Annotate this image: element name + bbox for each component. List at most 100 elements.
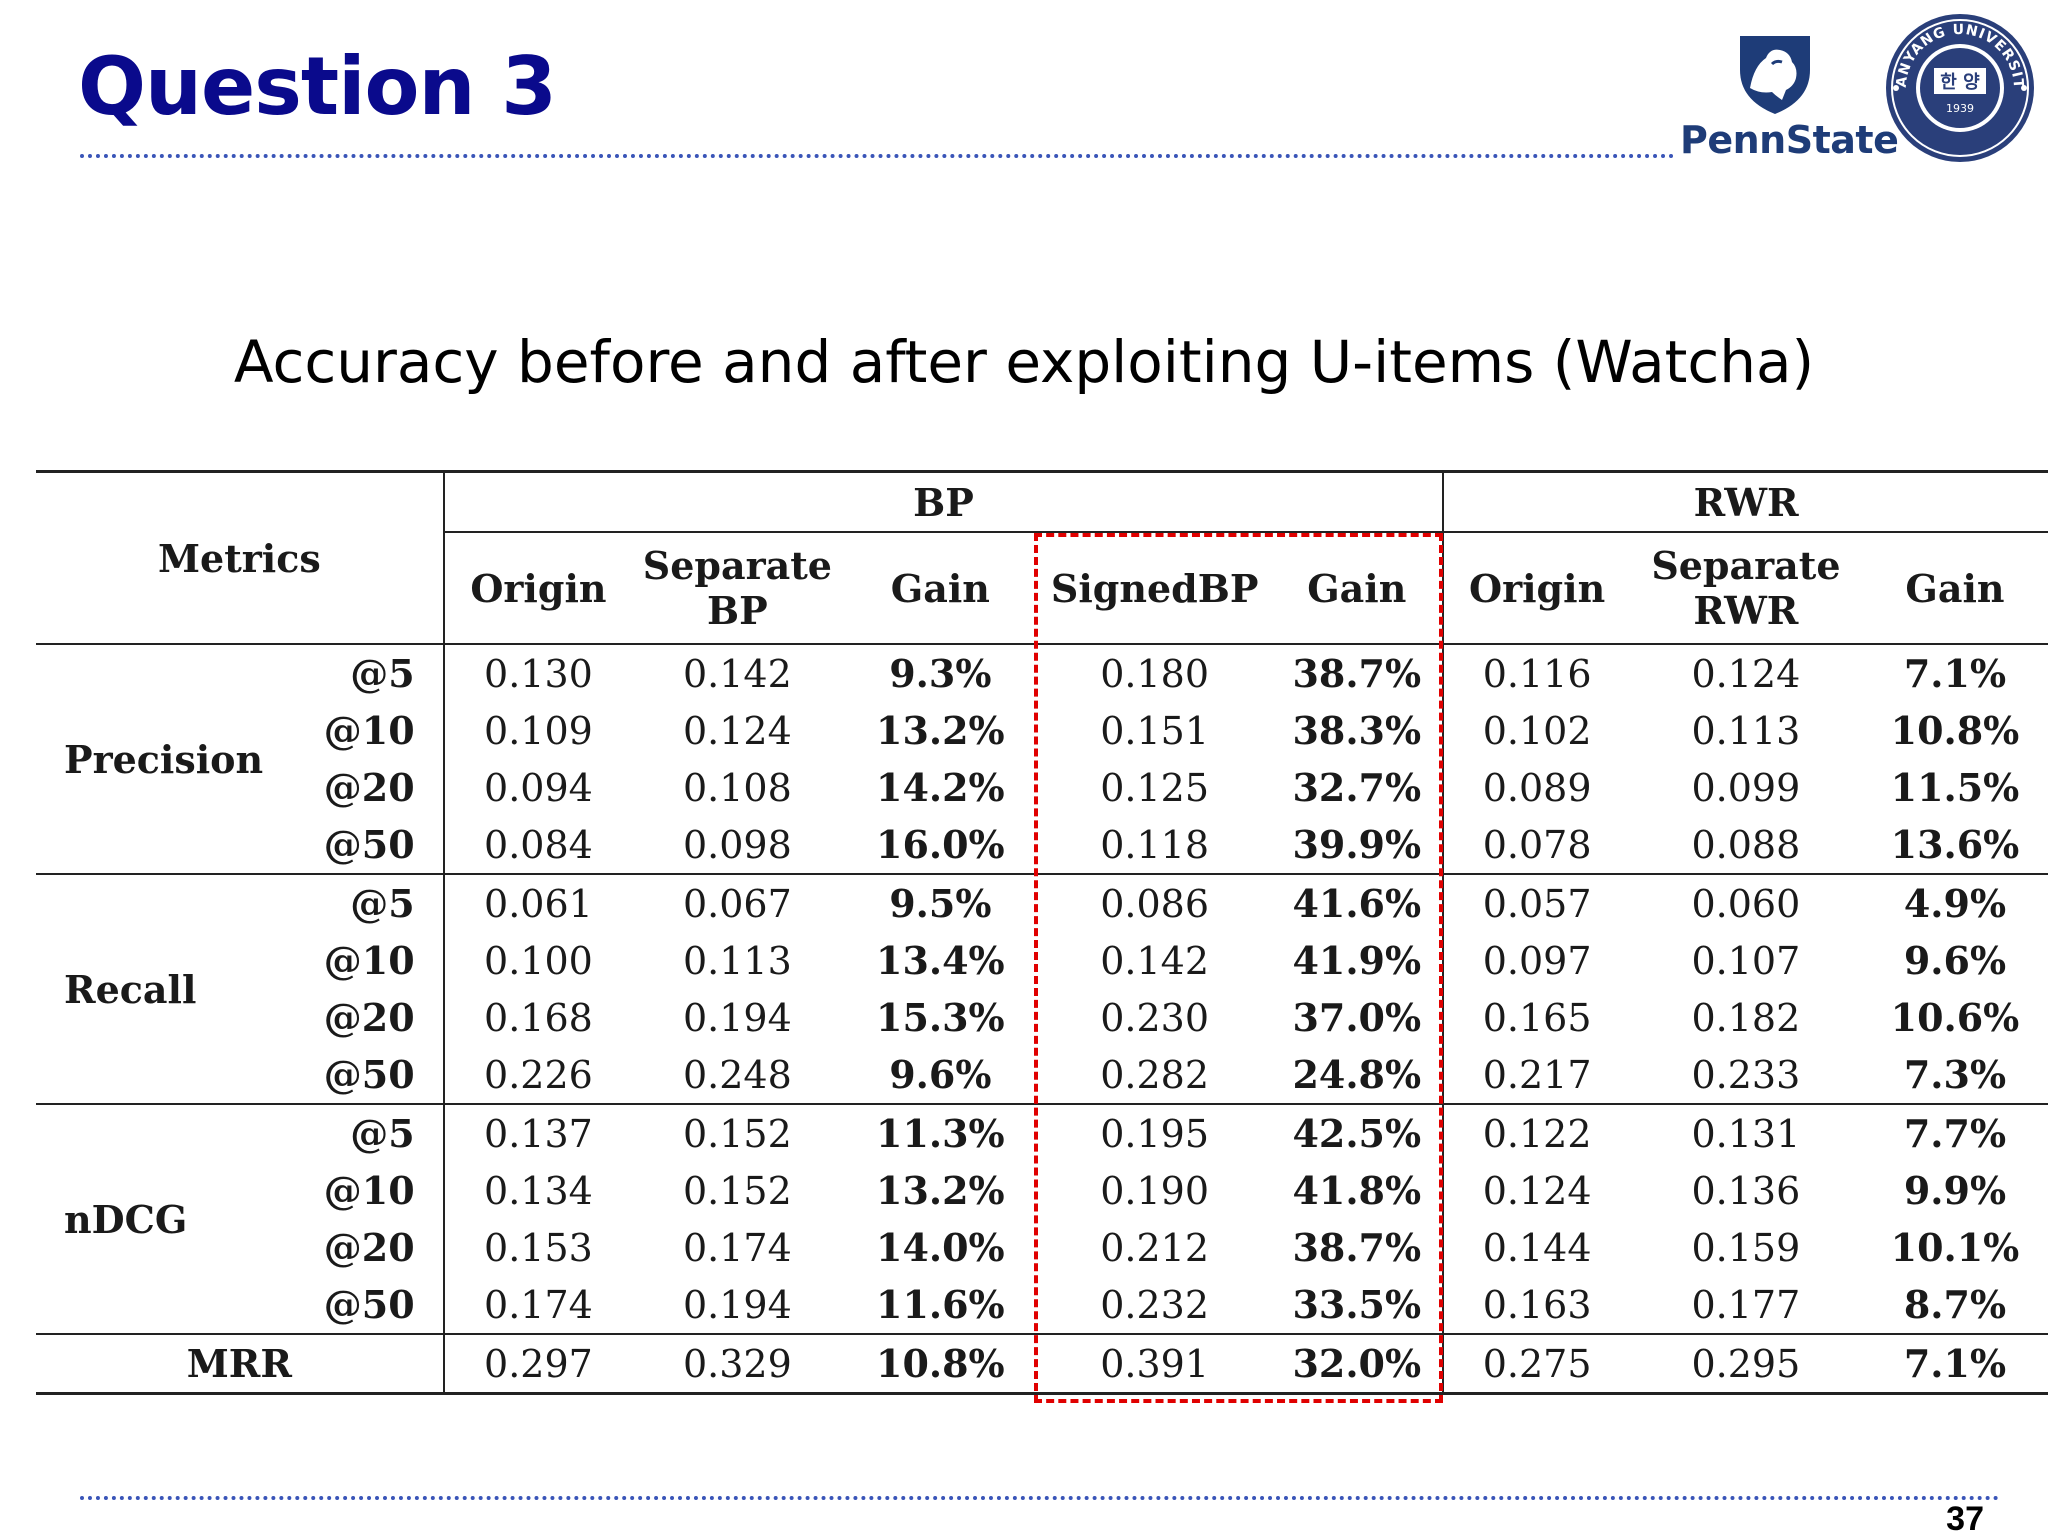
table-row: @10 0.100 0.113 13.4% 0.142 41.9% 0.097 0.107 9.… <box>36 932 2048 989</box>
slide-subtitle: Accuracy before and after exploiting U-i… <box>233 328 1815 396</box>
table-cell: 0.102 <box>1482 708 1592 753</box>
table-cell: 39.9% <box>1271 816 1445 874</box>
table-cell: 0.195 <box>1038 1103 1272 1162</box>
table-row: @10 0.134 0.152 13.2% 0.190 41.8% 0.124 0.136 9.… <box>36 1162 2048 1219</box>
table-row: Precision @5 0.130 0.142 9.3% 0.180 38.7% 0.116… <box>36 643 2048 874</box>
metrics-header: Metrics <box>36 470 445 644</box>
rwr-group-header: RWR <box>1443 470 2048 533</box>
table-cell: 0.125 <box>1100 765 1210 810</box>
table-cell: 41.9% <box>1271 932 1445 989</box>
table-cell: 0.275 <box>1443 1333 1630 1395</box>
table-row: Recall @5 0.061 0.067 9.5% 0.086 41.6% 0.057 0.0… <box>36 873 2048 1104</box>
cutoff-label: @50 <box>323 1046 445 1104</box>
metric-group-label: Recall <box>36 873 324 1104</box>
table-cell: 0.057 <box>1443 873 1630 932</box>
table-cell: 0.144 <box>1482 1225 1592 1270</box>
bp-group-header: BP <box>443 470 1445 533</box>
table-cell: 38.3% <box>1271 702 1445 759</box>
table-cell: 33.5% <box>1271 1276 1445 1334</box>
page-number: 37 <box>1946 1500 1984 1538</box>
table-cell: 13.2% <box>876 1168 1005 1213</box>
table-cell: 0.151 <box>1100 708 1210 753</box>
table-cell: 0.094 <box>484 765 593 810</box>
nittany-lion-shield-icon <box>1740 36 1810 114</box>
table-cell: 0.230 <box>1100 995 1210 1040</box>
column-header-line1: SignedBP <box>1050 565 1259 611</box>
table-cell: 9.3% <box>842 643 1039 702</box>
table-cell: 0.130 <box>443 643 633 702</box>
pennstate-wordmark: PennState <box>1680 118 1899 162</box>
table-cell: 10.6% <box>1890 995 2020 1040</box>
table-cell: 0.233 <box>1691 1052 1801 1097</box>
table-cell: 0.282 <box>1100 1052 1210 1097</box>
table-row: @20 0.153 0.174 14.0% 0.212 38.7% 0.144 0.159 10… <box>36 1219 2048 1276</box>
table-cell: 15.3% <box>876 995 1005 1040</box>
table-cell: 0.152 <box>683 1168 792 1213</box>
table-cell: 9.5% <box>842 873 1039 932</box>
table-cell: 0.168 <box>484 995 593 1040</box>
university-seal-icon: HANYANG UNIVERSITY 한 양 1939 <box>1884 12 2034 162</box>
column-header: Gain <box>1271 532 1445 644</box>
table-row: @50 0.174 0.194 11.6% 0.232 33.5% 0.163 0.177 8.… <box>36 1276 2048 1334</box>
table-cell: 0.078 <box>1482 822 1592 867</box>
table-cell: 0.142 <box>1100 938 1210 983</box>
table-cell: 0.098 <box>683 822 792 867</box>
table-cell: 37.0% <box>1271 989 1445 1046</box>
table-cell: 11.5% <box>1890 765 2020 810</box>
table-cell: 0.088 <box>1691 822 1801 867</box>
table-cell: 13.4% <box>876 938 1005 983</box>
table-cell: 0.107 <box>1691 938 1801 983</box>
table-cell: 32.0% <box>1271 1333 1445 1395</box>
results-table: Metrics BP RWR Origin Separate BP Gain Signe… <box>36 470 2048 1395</box>
pennstate-logo: PennState <box>1680 30 1899 162</box>
table-cell: 0.084 <box>484 822 593 867</box>
cutoff-label: @5 <box>323 1103 445 1162</box>
table-cell: 14.0% <box>876 1225 1005 1270</box>
table-row: @20 0.168 0.194 15.3% 0.230 37.0% 0.165 0.182 10… <box>36 989 2048 1046</box>
table-cell: 0.142 <box>632 643 843 702</box>
table-cell: 7.1% <box>1861 643 2048 702</box>
table-cell: 9.9% <box>1903 1168 2007 1213</box>
table-cell: 38.7% <box>1271 1219 1445 1276</box>
table-cell: 7.3% <box>1903 1052 2007 1097</box>
column-header: Gain <box>843 532 1038 644</box>
table-row: @50 0.084 0.098 16.0% 0.118 39.9% 0.078 0.088 13… <box>36 816 2048 874</box>
table-cell: 38.7% <box>1271 643 1445 702</box>
cutoff-label: @50 <box>323 816 445 874</box>
column-header: Separate RWR <box>1630 532 1862 644</box>
table-cell: 14.2% <box>876 765 1005 810</box>
table-cell: 11.3% <box>842 1103 1039 1162</box>
cutoff-label: @5 <box>323 873 445 932</box>
table-cell: 7.7% <box>1861 1103 2048 1162</box>
table-cell: 0.194 <box>683 995 792 1040</box>
table-cell: 0.113 <box>683 938 792 983</box>
table-cell: 0.134 <box>484 1168 593 1213</box>
table-cell: 0.113 <box>1691 708 1801 753</box>
table-cell: 0.099 <box>1691 765 1801 810</box>
column-header-line1: Origin <box>470 565 607 611</box>
table-cell: 10.8% <box>842 1333 1039 1395</box>
mrr-label: MRR <box>36 1333 445 1395</box>
table-cell: 0.190 <box>1100 1168 1210 1213</box>
column-header-line2: RWR <box>1693 588 1799 633</box>
cutoff-label: @5 <box>323 643 445 702</box>
table-cell: 10.8% <box>1890 708 2020 753</box>
table-cell: 0.067 <box>632 873 843 932</box>
column-header-line1: Gain <box>1307 565 1407 611</box>
table-cell: 0.086 <box>1038 873 1272 932</box>
table-cell: 9.6% <box>1903 938 2007 983</box>
table-row: @10 0.109 0.124 13.2% 0.151 38.3% 0.102 0.113 10… <box>36 702 2048 759</box>
table-cell: 0.182 <box>1691 995 1801 1040</box>
table-cell: 32.7% <box>1271 759 1445 816</box>
column-header: Origin <box>1443 532 1630 644</box>
table-row: @20 0.094 0.108 14.2% 0.125 32.7% 0.089 0.099 11… <box>36 759 2048 816</box>
table-cell: 0.212 <box>1100 1225 1210 1270</box>
table-cell: 0.137 <box>443 1103 633 1162</box>
table-cell: 0.116 <box>1443 643 1630 702</box>
table-cell: 0.391 <box>1038 1333 1272 1395</box>
table-cell: 9.6% <box>889 1052 992 1097</box>
table-cell: 0.100 <box>484 938 593 983</box>
table-cell: 8.7% <box>1903 1282 2007 1327</box>
column-header: Separate BP <box>632 532 843 644</box>
table-cell: 0.174 <box>683 1225 792 1270</box>
